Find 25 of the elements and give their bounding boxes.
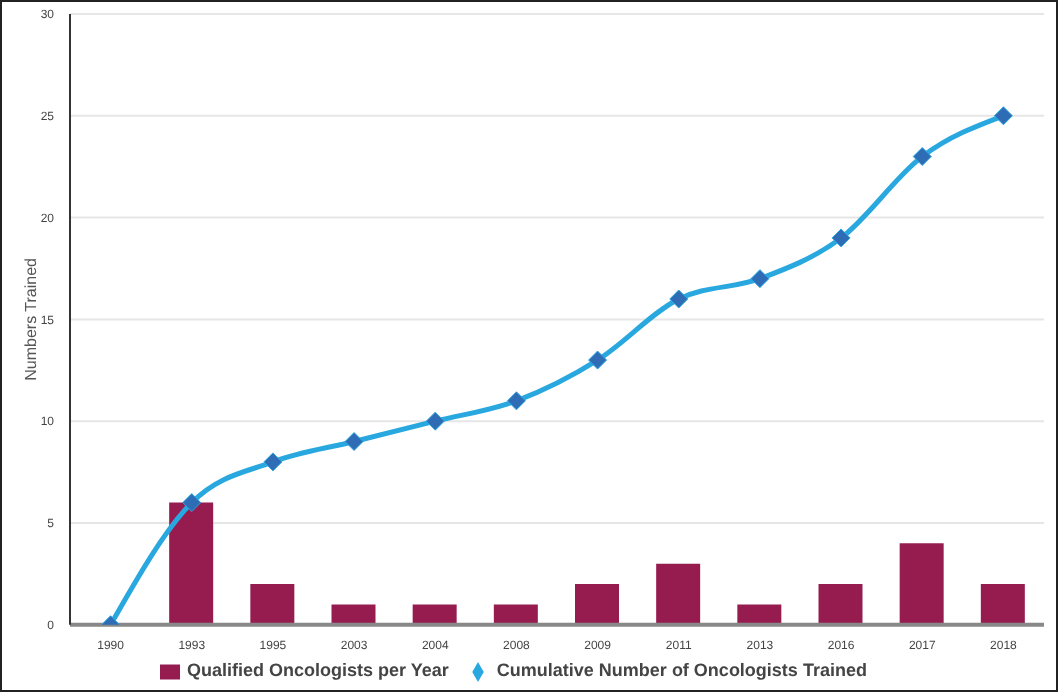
point <box>344 432 364 452</box>
y-axis-title: Numbers Trained <box>21 258 40 381</box>
bar <box>899 543 944 625</box>
point <box>669 289 689 309</box>
bar <box>737 604 782 625</box>
point <box>506 391 526 411</box>
bar <box>250 584 295 625</box>
bar <box>980 584 1025 625</box>
bar <box>493 604 538 625</box>
legend-label: Cumulative Number of Oncologists Trained <box>496 660 867 681</box>
bar <box>331 604 376 625</box>
point <box>263 452 283 472</box>
point <box>182 493 202 513</box>
legend-label: Qualified Oncologists per Year <box>187 660 449 681</box>
bar <box>412 604 457 625</box>
bar <box>818 584 863 625</box>
bar <box>656 563 701 625</box>
point <box>425 411 445 431</box>
bar <box>575 584 619 625</box>
point <box>588 350 608 370</box>
bar <box>169 502 214 625</box>
point <box>912 147 932 167</box>
point <box>831 228 851 248</box>
point <box>993 106 1013 126</box>
point <box>750 269 770 289</box>
